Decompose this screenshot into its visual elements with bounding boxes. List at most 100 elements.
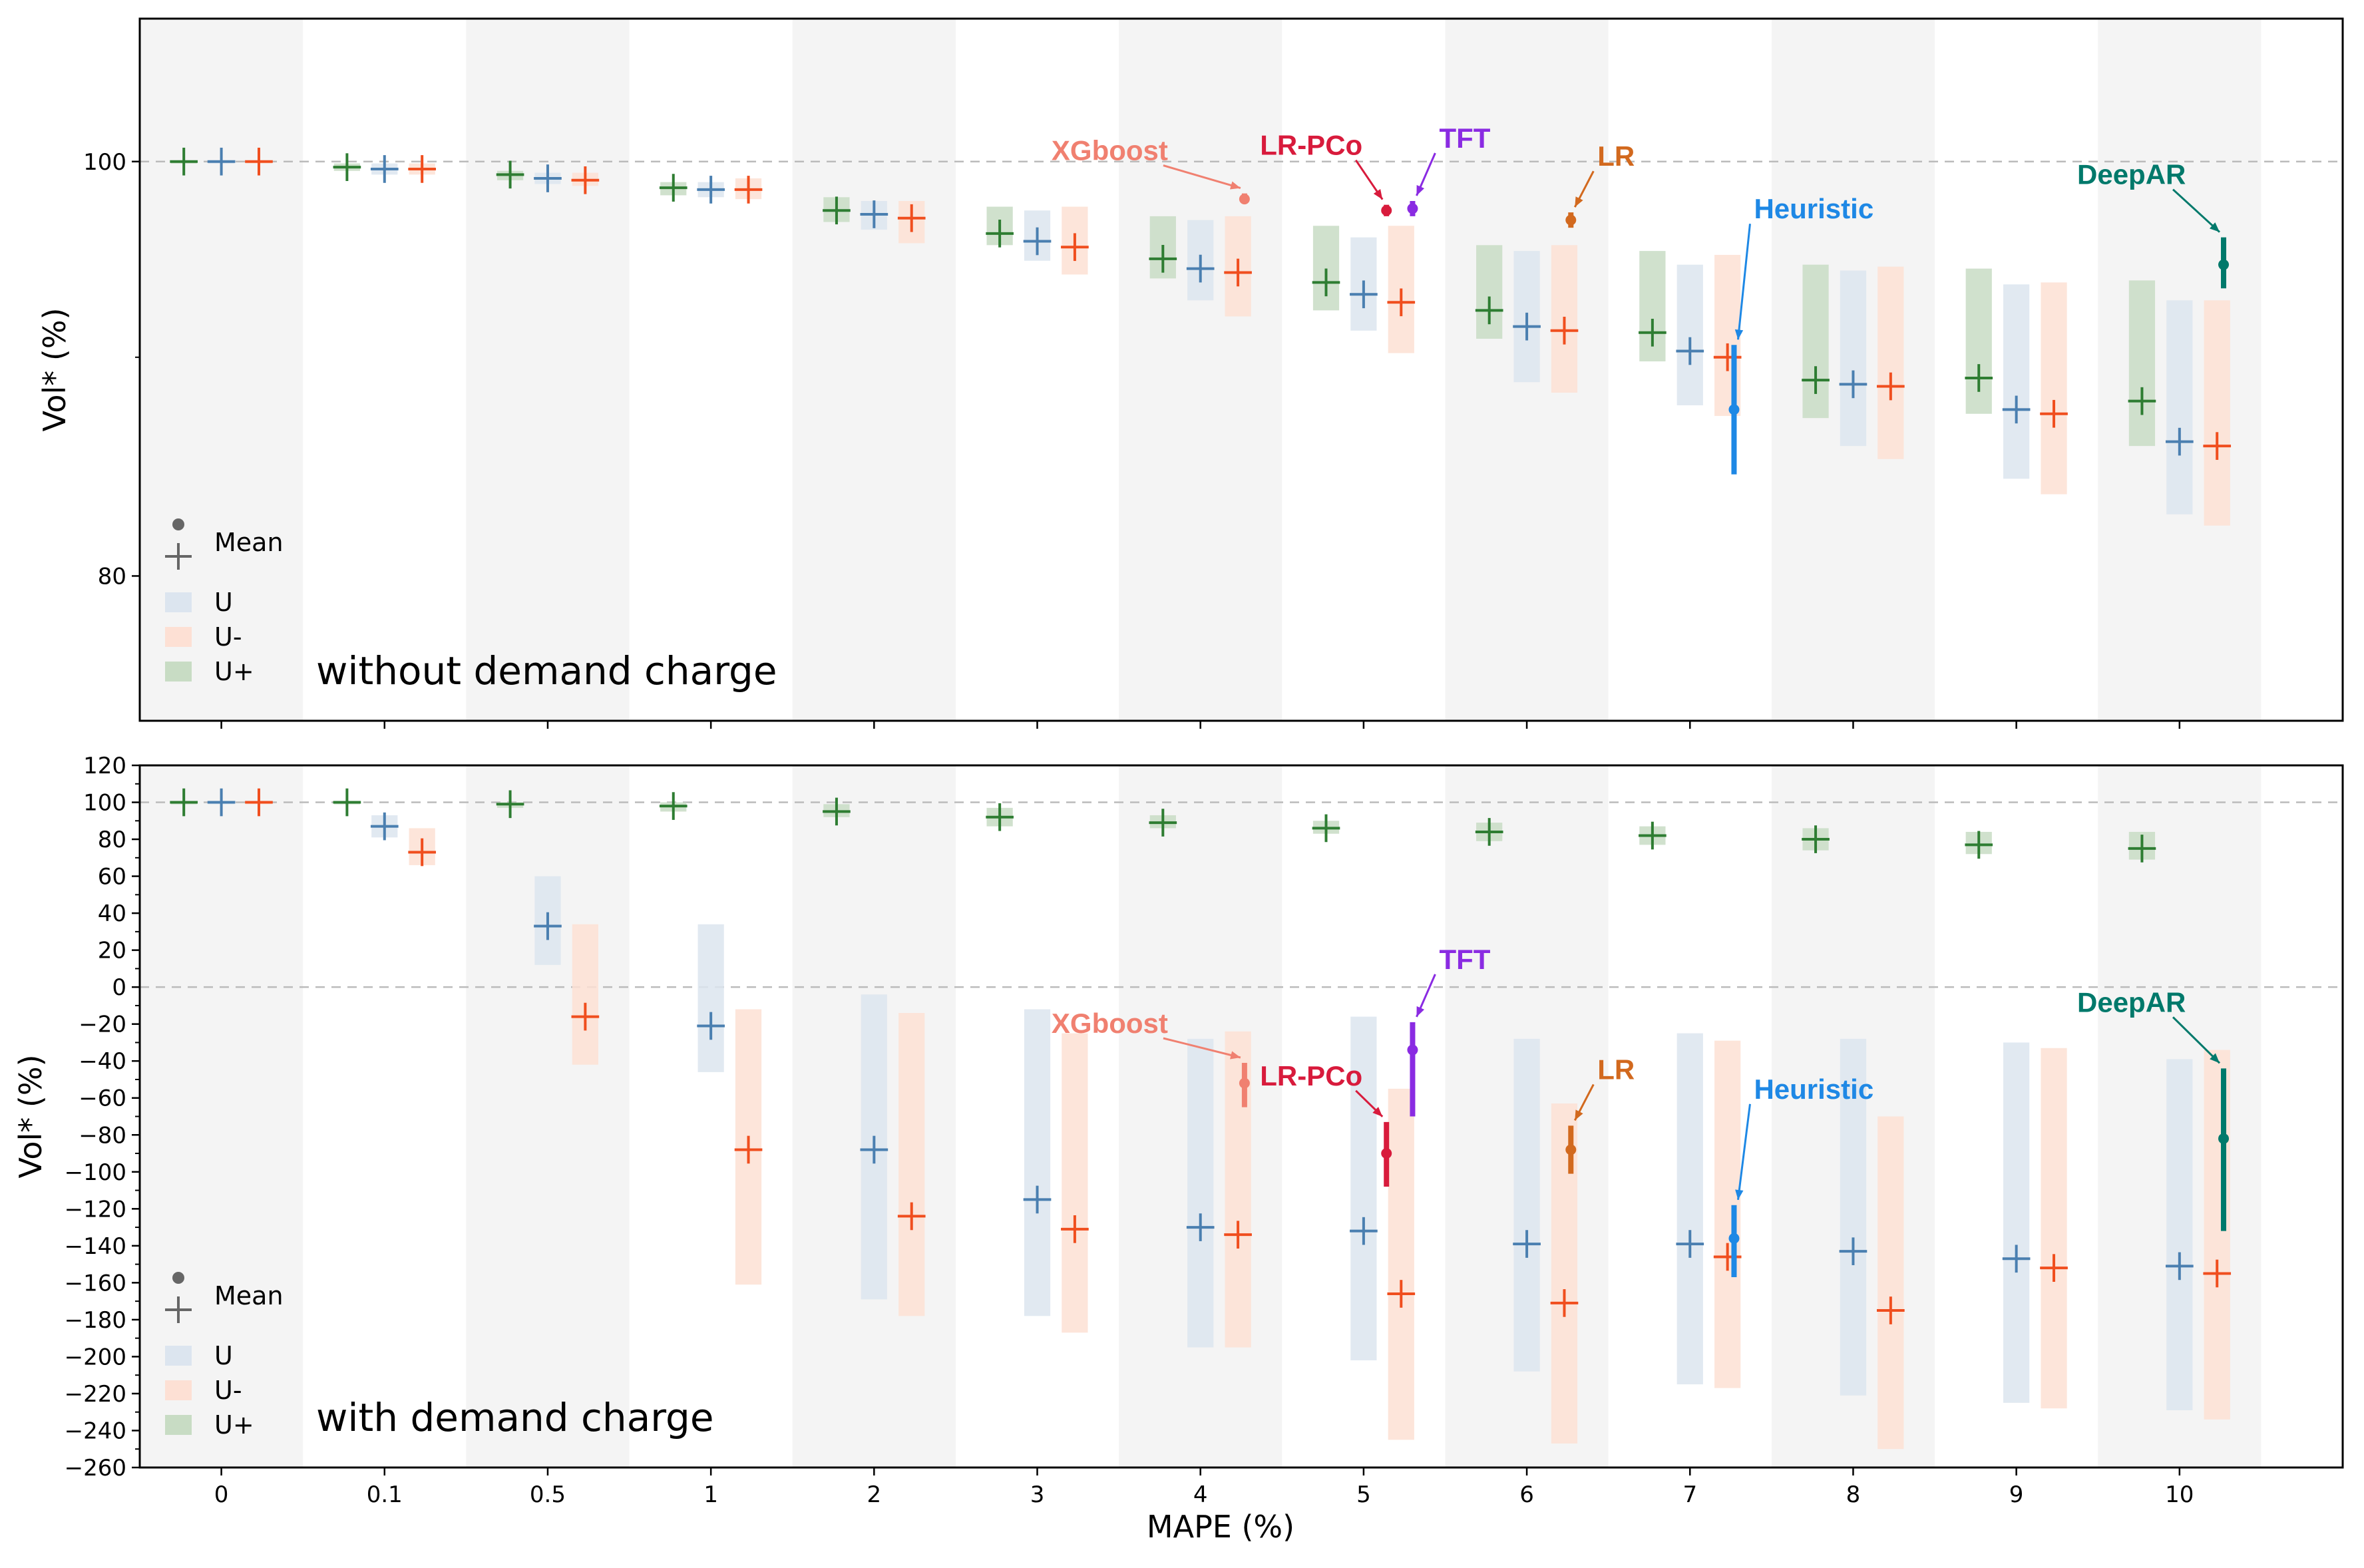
model-mean-Heuristic (1728, 1233, 1740, 1244)
range-box-U- (898, 1013, 925, 1316)
legend-swatch-U (165, 592, 192, 612)
model-arrowhead-Heuristic (1735, 1189, 1744, 1200)
x-tick-label: 4 (1193, 1481, 1208, 1508)
category-band (466, 19, 630, 721)
y-tick-label: 60 (98, 864, 126, 890)
y-tick-label: 0 (112, 974, 126, 1001)
model-arrow-XGboost (1163, 164, 1241, 190)
y-tick-label: −240 (65, 1418, 126, 1444)
model-label-LR: LR (1597, 1054, 1635, 1085)
x-tick-label: 1 (703, 1481, 718, 1508)
model-arrow-DeepAR (2172, 188, 2221, 233)
legend-swatch-U (165, 1346, 192, 1366)
y-tick-label: −160 (65, 1270, 126, 1296)
model-arrowhead-LR-PCo (1372, 1107, 1383, 1117)
category-band (792, 19, 956, 721)
range-box-U+ (2128, 280, 2156, 447)
model-label-Heuristic: Heuristic (1754, 193, 1873, 224)
model-arrow-XGboost (1163, 1037, 1241, 1059)
category-band (466, 765, 630, 1468)
range-box-U- (1388, 1088, 1414, 1440)
x-tick-label: 7 (1682, 1481, 1697, 1508)
model-label-TFT: TFT (1439, 944, 1490, 975)
range-box-U (1840, 1038, 1867, 1396)
model-mean-Heuristic (1728, 404, 1740, 415)
model-mean-LR-PCo (1381, 205, 1392, 216)
y-tick-label: −260 (65, 1455, 126, 1481)
x-tick-label: 0.5 (530, 1481, 566, 1508)
range-box-U (2166, 300, 2193, 514)
y-tick-label: −180 (65, 1307, 126, 1334)
y-tick-label: 80 (98, 827, 126, 853)
legend-label-U: U (214, 1341, 233, 1370)
y-tick-label: −40 (79, 1048, 126, 1075)
y-tick-label: −80 (79, 1122, 126, 1149)
range-box-U+ (1312, 226, 1340, 311)
range-box-U (1513, 1038, 1540, 1372)
model-arrow-Heuristic (1736, 224, 1751, 340)
range-box-U- (2041, 1048, 2067, 1409)
model-label-LR-PCo: LR-PCo (1260, 1060, 1362, 1091)
legend-label-U-: U- (214, 1376, 242, 1405)
range-box-U- (2204, 300, 2230, 526)
model-label-XGboost: XGboost (1052, 135, 1168, 166)
model-arrowhead-XGboost (1230, 1051, 1241, 1060)
y-tick-label: 100 (83, 790, 126, 817)
x-tick-label: 5 (1356, 1481, 1371, 1508)
y-axis-label: Vol* (%) (37, 307, 73, 431)
legend-dot-icon (172, 518, 184, 530)
range-box-U (2166, 1059, 2193, 1410)
y-tick-label: −120 (65, 1196, 126, 1223)
x-tick-label: 2 (867, 1481, 882, 1508)
range-box-U- (1877, 266, 1904, 459)
range-box-U+ (1476, 245, 1503, 339)
range-box-U (1840, 270, 1867, 447)
y-tick-label: −60 (79, 1085, 126, 1112)
y-axis-label: Vol* (%) (13, 1054, 49, 1178)
legend-label-U+: U+ (214, 1410, 254, 1440)
model-mean-TFT (1407, 1044, 1418, 1056)
y-tick-label: −20 (79, 1012, 126, 1038)
x-tick-label: 9 (2009, 1481, 2024, 1508)
model-label-DeepAR: DeepAR (2077, 986, 2186, 1018)
legend-label-U-: U- (214, 622, 242, 652)
y-tick-label: 120 (83, 753, 126, 779)
panel-bottom: XGboostLR-PCoTFTLRHeuristicDeepAR1201008… (13, 753, 2344, 1508)
model-mean-DeepAR (2218, 1133, 2230, 1144)
category-band (1119, 19, 1282, 721)
model-mean-LR (1565, 1144, 1577, 1155)
model-label-LR-PCo: LR-PCo (1260, 130, 1362, 161)
model-label-TFT: TFT (1439, 122, 1490, 154)
x-tick-label: 6 (1519, 1481, 1534, 1508)
y-tick-label: −100 (65, 1159, 126, 1186)
y-tick-label: −140 (65, 1233, 126, 1260)
model-label-Heuristic: Heuristic (1754, 1074, 1873, 1105)
range-box-U- (1062, 1033, 1088, 1333)
model-arrowhead-Heuristic (1734, 329, 1744, 340)
x-tick-label: 0.1 (367, 1481, 403, 1508)
range-box-U (1024, 1009, 1051, 1316)
range-box-U (1676, 264, 1703, 406)
model-arrowhead-LR (1575, 196, 1583, 208)
range-box-U (2003, 284, 2030, 479)
model-mean-TFT (1407, 203, 1418, 214)
legend-swatch-U+ (165, 662, 192, 682)
y-tick-label: 80 (98, 563, 126, 590)
range-box-U+ (1965, 268, 1992, 414)
range-box-U (697, 924, 724, 1072)
panel-subtitle: with demand charge (316, 1395, 714, 1440)
range-box-U (2003, 1042, 2030, 1403)
x-tick-label: 0 (214, 1481, 229, 1508)
model-arrowhead-DeepAR (2210, 1053, 2220, 1064)
x-tick-label: 3 (1030, 1481, 1045, 1508)
range-box-U (1676, 1033, 1703, 1385)
model-label-XGboost: XGboost (1052, 1008, 1168, 1039)
model-arrow-DeepAR (2172, 1016, 2221, 1064)
legend-mean-label: Mean (214, 1281, 284, 1310)
model-arrowhead-TFT (1416, 184, 1425, 196)
legend-swatch-U- (165, 627, 192, 647)
model-arrowhead-LR (1575, 1109, 1583, 1121)
y-tick-label: −220 (65, 1381, 126, 1408)
legend-swatch-U- (165, 1380, 192, 1400)
